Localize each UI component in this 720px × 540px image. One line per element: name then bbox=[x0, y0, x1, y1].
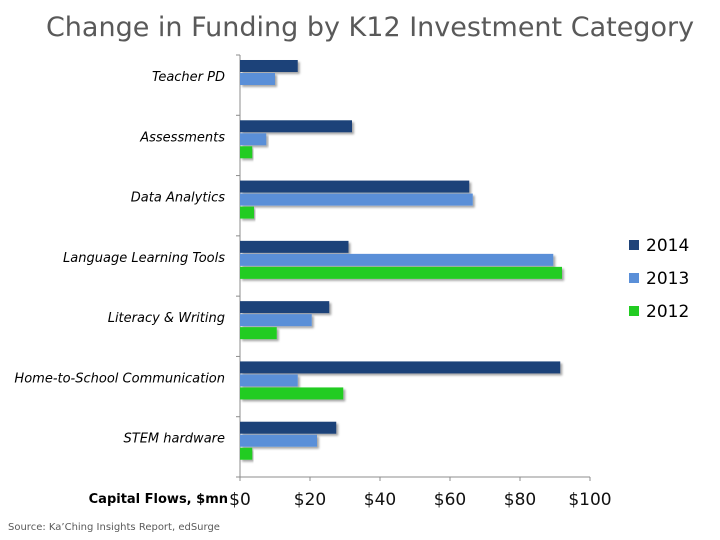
x-tick-label: $0 bbox=[229, 490, 251, 510]
bar-2013 bbox=[240, 133, 267, 146]
bar-2013 bbox=[240, 193, 473, 206]
bar-2012 bbox=[240, 206, 254, 219]
legend: 2014 2013 2012 bbox=[629, 236, 689, 322]
category-label: STEM hardware bbox=[124, 432, 226, 447]
x-tick-labels: $0 $20 $40 $60 $80 $100 bbox=[229, 490, 611, 510]
bars bbox=[240, 60, 562, 460]
legend-label-2014: 2014 bbox=[646, 236, 689, 256]
chart-title: Change in Funding by K12 Investment Cate… bbox=[46, 12, 694, 43]
bar-2014 bbox=[240, 361, 561, 374]
bar-2012 bbox=[240, 327, 277, 340]
x-tick-label: $80 bbox=[504, 490, 536, 510]
category-label: Teacher PD bbox=[152, 70, 225, 85]
x-tick-label: $40 bbox=[364, 490, 396, 510]
category-labels: Teacher PD Assessments Data Analytics Langu… bbox=[14, 70, 225, 447]
legend-swatch-2014 bbox=[629, 240, 639, 250]
bar-2012 bbox=[240, 266, 562, 279]
bar-2013 bbox=[240, 434, 317, 447]
category-label: Language Learning Tools bbox=[63, 251, 225, 266]
category-label: Data Analytics bbox=[131, 191, 225, 206]
bar-2014 bbox=[240, 60, 298, 72]
bar-2013 bbox=[240, 374, 298, 387]
bar-2013 bbox=[240, 314, 312, 327]
bar-2013 bbox=[240, 73, 275, 85]
x-tick-label: $60 bbox=[434, 490, 466, 510]
bar-2014 bbox=[240, 421, 337, 434]
legend-swatch-2013 bbox=[629, 273, 639, 283]
category-label: Literacy & Writing bbox=[108, 311, 225, 326]
legend-label-2013: 2013 bbox=[646, 269, 689, 289]
bar-2014 bbox=[240, 120, 352, 133]
x-tick-label: $20 bbox=[294, 490, 326, 510]
legend-swatch-2012 bbox=[629, 306, 639, 316]
bar-2014 bbox=[240, 180, 470, 193]
category-label: Assessments bbox=[139, 130, 225, 145]
x-tick-label: $100 bbox=[568, 490, 611, 510]
bar-2014 bbox=[240, 301, 330, 314]
source-note: Source: Ka’Ching Insights Report, edSurg… bbox=[8, 522, 220, 533]
category-label: Home-to-School Communication bbox=[14, 371, 225, 386]
bar-2012 bbox=[240, 387, 344, 400]
bar-2014 bbox=[240, 240, 349, 253]
x-axis-label: Capital Flows, $mn bbox=[89, 492, 228, 507]
bar-2013 bbox=[240, 253, 554, 266]
legend-label-2012: 2012 bbox=[646, 302, 689, 322]
bar-2012 bbox=[240, 447, 253, 460]
bar-2012 bbox=[240, 146, 253, 159]
